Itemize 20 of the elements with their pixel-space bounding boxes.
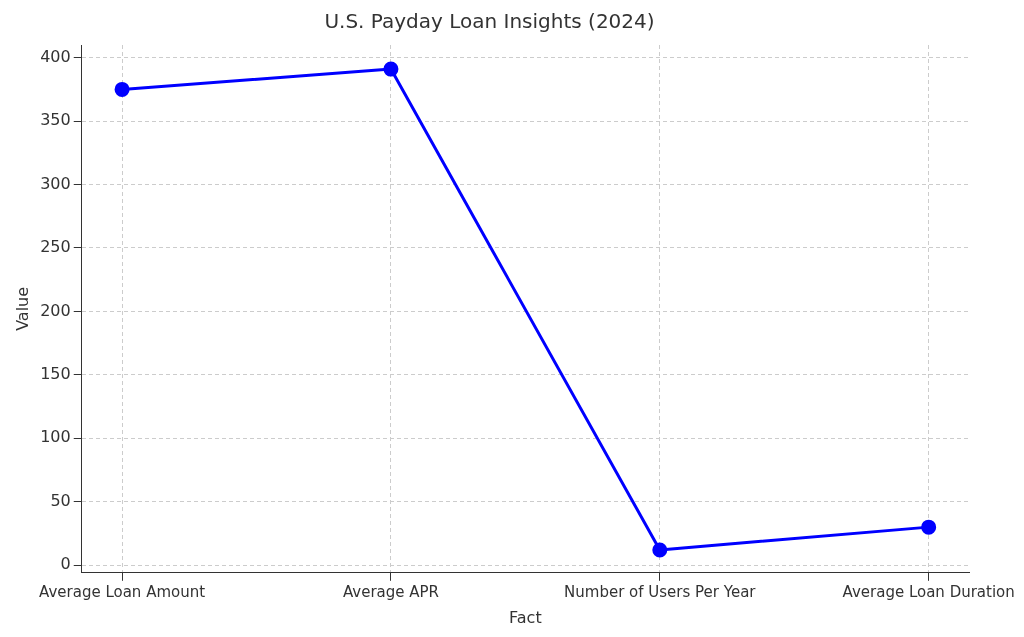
y-tick-label: 0	[60, 554, 71, 574]
y-tick-label: 400	[40, 46, 71, 66]
y-tick-label: 150	[40, 364, 71, 384]
y-tick-label: 100	[40, 427, 71, 447]
x-tick-label: Average Loan Duration	[842, 582, 1015, 601]
point	[383, 61, 399, 77]
x-tick-label: Average APR	[342, 582, 439, 601]
point	[921, 519, 937, 535]
y-tick-label: 50	[50, 490, 71, 510]
point	[114, 81, 130, 97]
y-tick-label: 200	[40, 300, 71, 320]
y-tick-label: 300	[40, 173, 71, 193]
x-axis-title: Fact	[509, 607, 542, 627]
y-tick-label: 250	[40, 237, 71, 257]
point	[652, 542, 668, 558]
x-tick-label: Average Loan Amount	[39, 582, 206, 601]
y-axis-title: Value	[12, 286, 32, 331]
x-tick-label: Number of Users Per Year	[564, 582, 757, 601]
y-tick-label: 350	[40, 110, 71, 130]
chart-title: U.S. Payday Loan Insights (2024)	[324, 9, 655, 34]
